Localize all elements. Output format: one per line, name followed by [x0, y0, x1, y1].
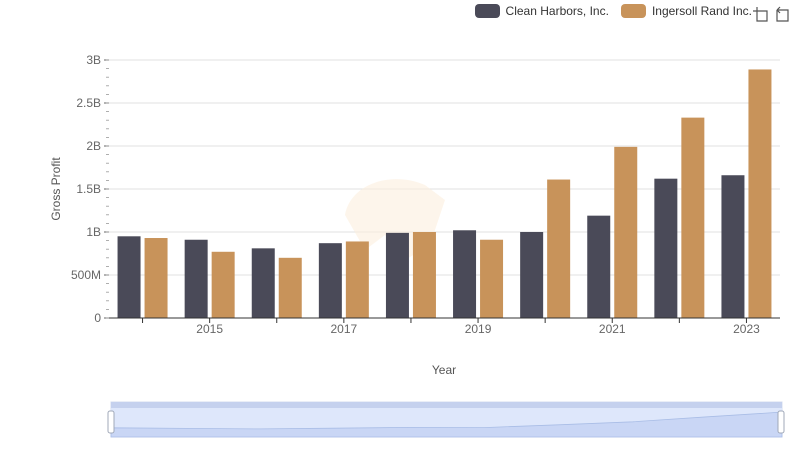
bar-ingersoll-rand-2016[interactable] [278, 257, 302, 318]
legend: Clean Harbors, Inc. Ingersoll Rand Inc. [474, 4, 752, 18]
y-tick-label: 2.5B [76, 96, 101, 110]
legend-swatch-clean-harbors [474, 4, 500, 18]
bar-ingersoll-rand-2015[interactable] [211, 251, 235, 318]
bar-clean-harbors-2019[interactable] [453, 230, 477, 318]
y-axis-label: Gross Profit [49, 157, 63, 221]
x-axis-tick-labels: 2015 2017 2019 2021 2023 [142, 318, 760, 336]
restore-icon[interactable] [774, 6, 790, 22]
bar-ingersoll-rand-2018[interactable] [412, 232, 436, 318]
bar-ingersoll-rand-2017[interactable] [345, 241, 369, 318]
bar-clean-harbors-2014[interactable] [117, 236, 141, 318]
y-tick-label: 1.5B [76, 182, 101, 196]
legend-item-ingersoll-rand[interactable]: Ingersoll Rand Inc. [620, 4, 752, 18]
y-tick-label: 500M [71, 268, 101, 282]
x-tick-label: 2015 [196, 322, 223, 336]
x-tick-label: 2021 [599, 322, 626, 336]
y-tick-label: 0 [94, 311, 101, 325]
bar-clean-harbors-2023[interactable] [721, 175, 745, 318]
legend-item-clean-harbors[interactable]: Clean Harbors, Inc. [474, 4, 609, 18]
data-zoom-slider[interactable] [107, 401, 785, 438]
y-tick-label: 3B [86, 53, 101, 67]
x-tick-label: 2017 [330, 322, 357, 336]
y-axis-minor-ticks [106, 59, 109, 319]
y-axis-tick-labels: 0 500M 1B 1.5B 2B 2.5B 3B [71, 53, 101, 325]
bar-clean-harbors-2022[interactable] [654, 178, 678, 318]
legend-label-clean-harbors: Clean Harbors, Inc. [505, 4, 609, 18]
legend-label-ingersoll-rand: Ingersoll Rand Inc. [651, 4, 752, 18]
bar-clean-harbors-2017[interactable] [318, 243, 342, 318]
bar-ingersoll-rand-2022[interactable] [681, 117, 705, 319]
bar-ingersoll-rand-2023[interactable] [748, 69, 772, 319]
bar-ingersoll-rand-2019[interactable] [480, 239, 504, 318]
data-zoom-handle-left[interactable] [107, 410, 115, 434]
bar-ingersoll-rand-2014[interactable] [144, 238, 168, 318]
bar-clean-harbors-2018[interactable] [385, 232, 409, 318]
y-tick-label: 2B [86, 139, 101, 153]
x-axis-label: Year [432, 363, 456, 377]
toolbox [752, 6, 790, 22]
bar-clean-harbors-2020[interactable] [520, 232, 544, 318]
bar-ingersoll-rand-2021[interactable] [614, 146, 638, 318]
x-tick-label: 2023 [733, 322, 760, 336]
bar-clean-harbors-2015[interactable] [184, 239, 208, 318]
data-zoom-top-bar[interactable] [111, 402, 782, 408]
legend-swatch-ingersoll-rand [620, 4, 646, 18]
bar-ingersoll-rand-2020[interactable] [547, 179, 571, 318]
x-tick-label: 2019 [465, 322, 492, 336]
bars [117, 69, 772, 319]
data-zoom-handle-right[interactable] [777, 410, 785, 434]
y-tick-label: 1B [86, 225, 101, 239]
zoom-icon[interactable] [752, 6, 768, 22]
bar-clean-harbors-2016[interactable] [251, 248, 275, 318]
bar-clean-harbors-2021[interactable] [587, 215, 611, 318]
